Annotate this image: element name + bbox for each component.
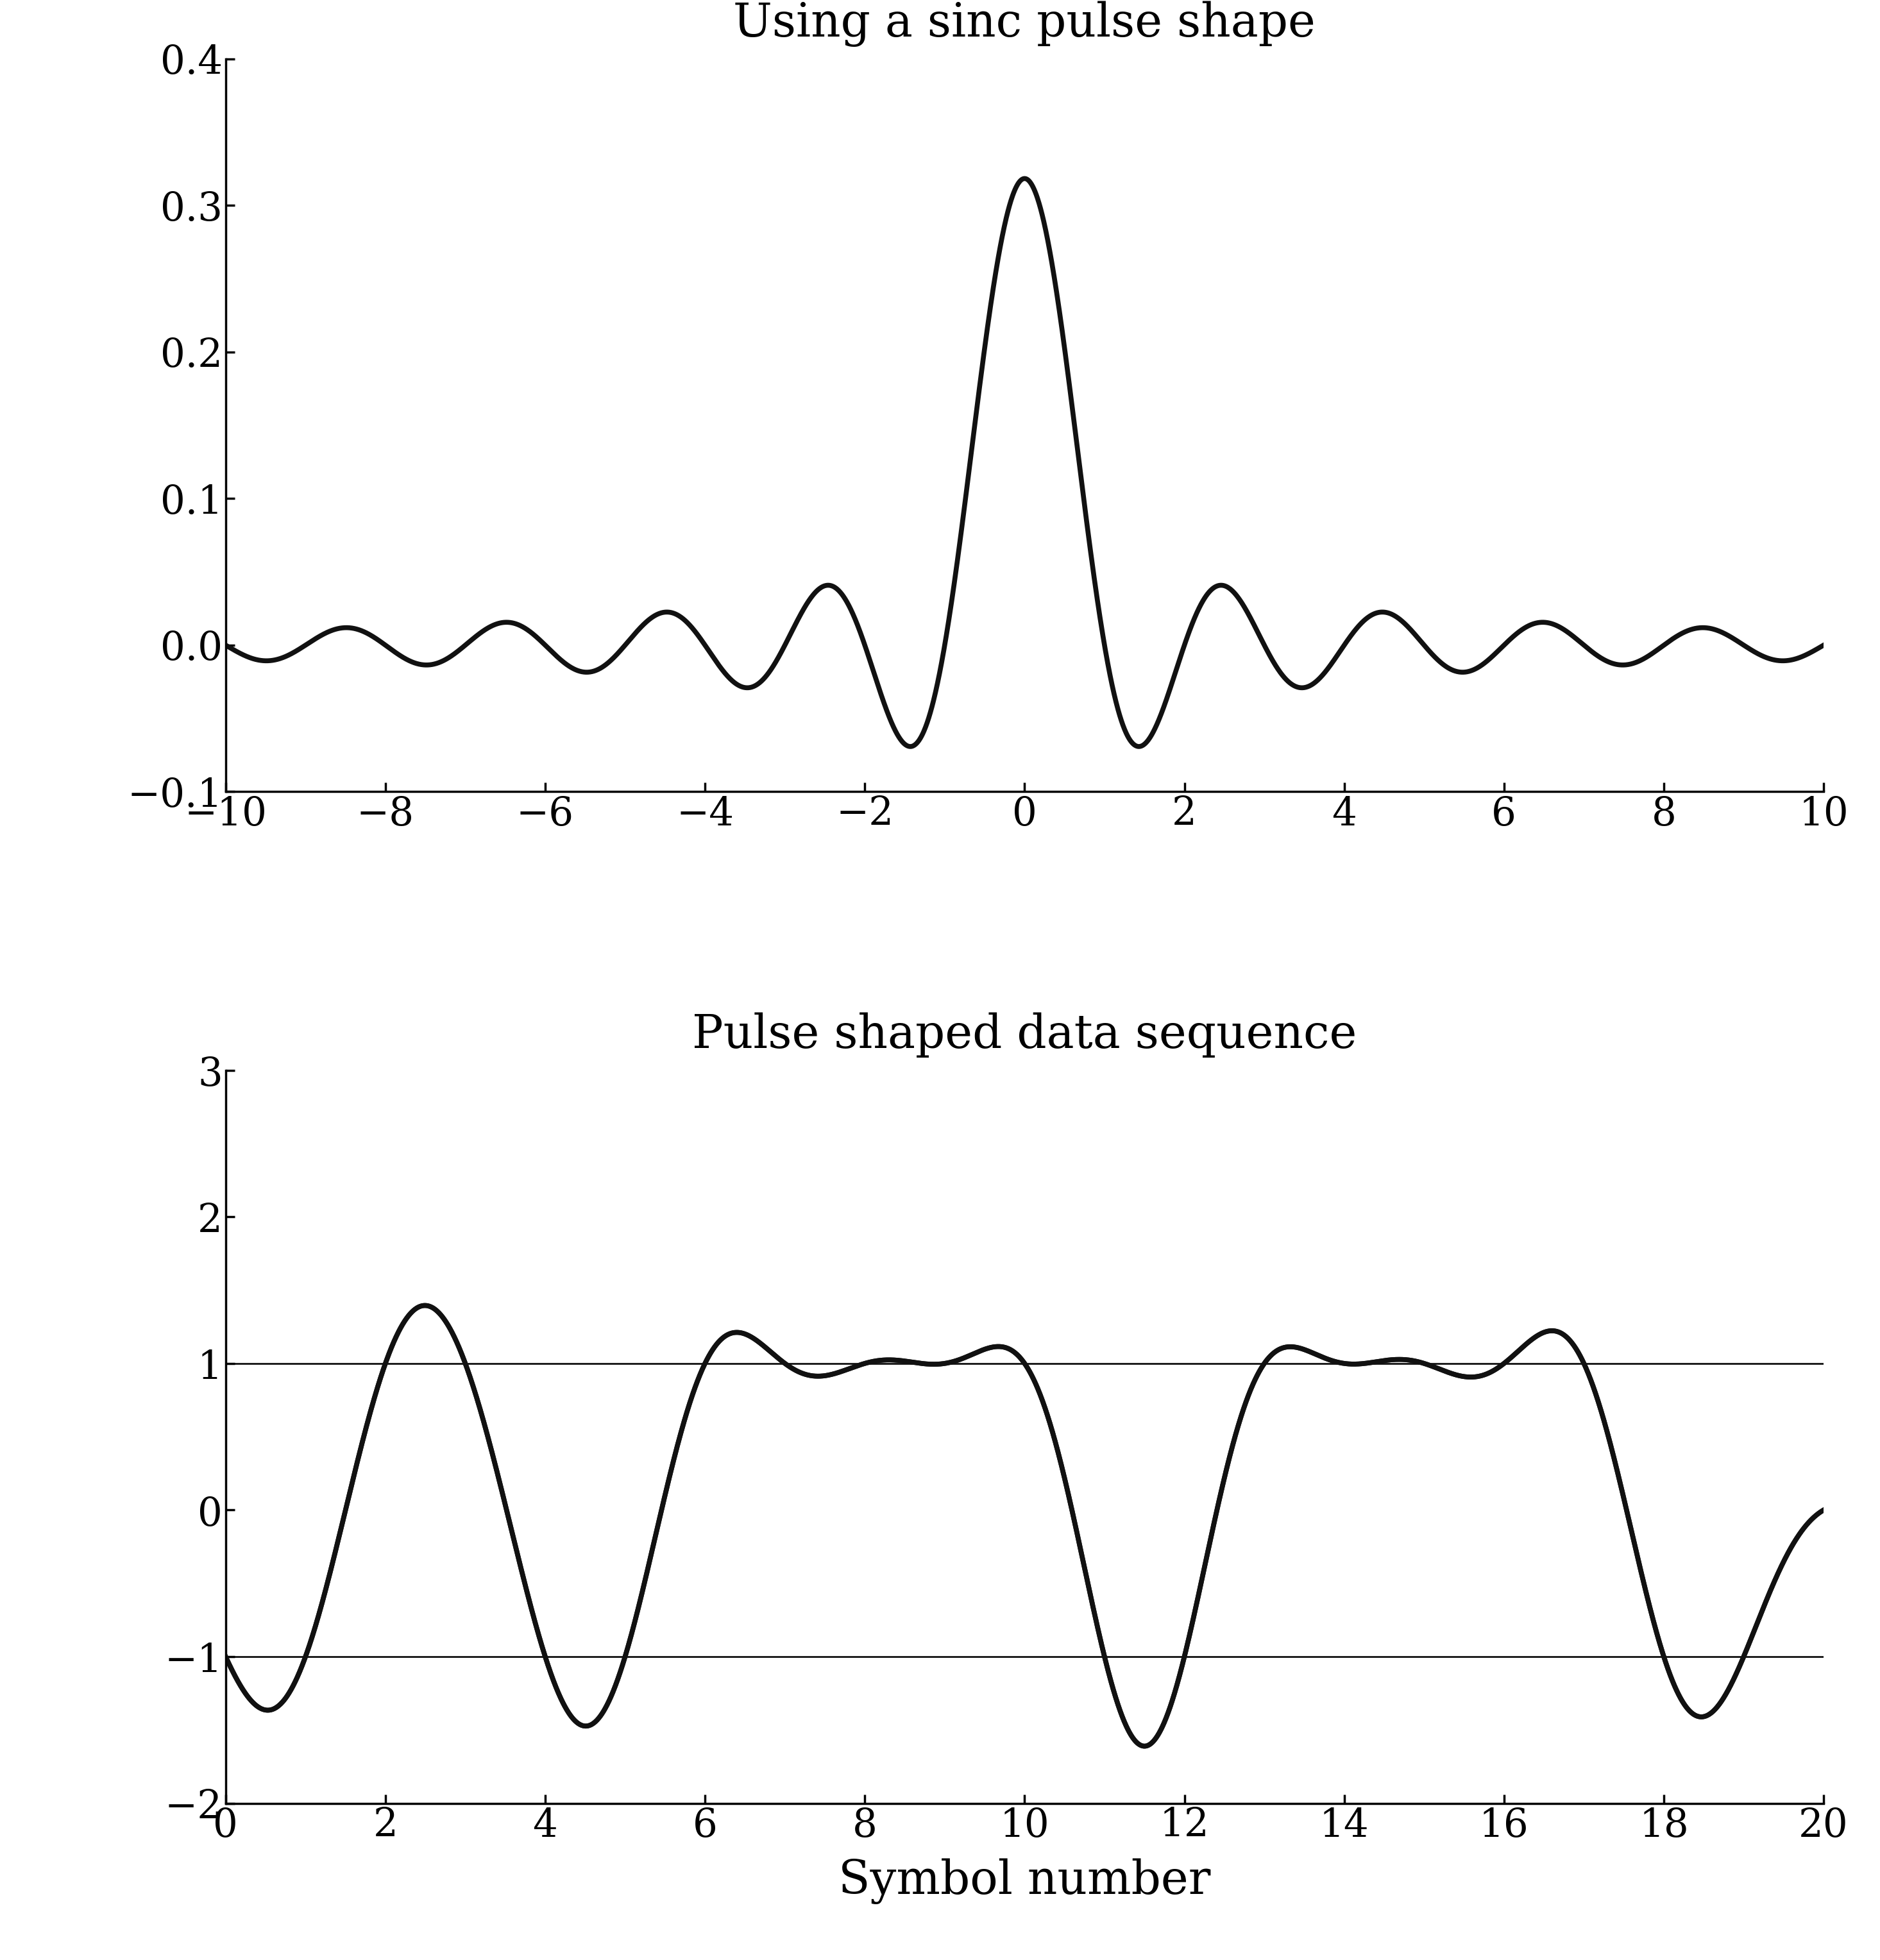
- X-axis label: Symbol number: Symbol number: [838, 1858, 1211, 1903]
- Title: Pulse shaped data sequence: Pulse shaped data sequence: [692, 1013, 1357, 1058]
- Title: Using a sinc pulse shape: Using a sinc pulse shape: [733, 0, 1316, 47]
